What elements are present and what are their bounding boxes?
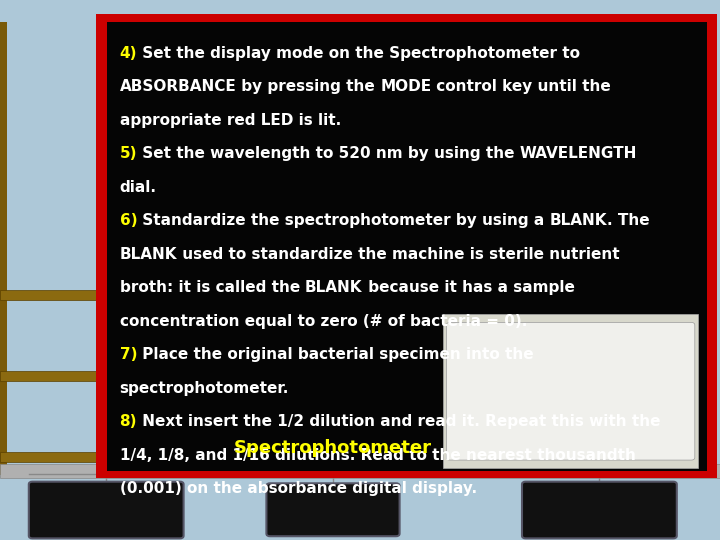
- Text: dial.: dial.: [120, 180, 156, 195]
- Text: BLANK: BLANK: [120, 247, 177, 262]
- FancyBboxPatch shape: [266, 483, 400, 536]
- Text: 6): 6): [120, 213, 137, 228]
- Text: Next insert the 1/2 dilution and read it. Repeat this with the: Next insert the 1/2 dilution and read it…: [137, 414, 660, 429]
- Text: 7): 7): [120, 347, 137, 362]
- Text: 8): 8): [120, 414, 137, 429]
- Bar: [443, 314, 698, 468]
- Text: Spectrophotometer: Spectrophotometer: [233, 439, 431, 457]
- Text: Set the display mode on the Spectrophotometer to: Set the display mode on the Spectrophoto…: [137, 46, 580, 61]
- Text: concentration equal to zero (# of bacteria = 0).: concentration equal to zero (# of bacter…: [120, 314, 527, 329]
- Text: because it has a sample: because it has a sample: [362, 280, 575, 295]
- Text: WAVELENGTH: WAVELENGTH: [520, 146, 637, 161]
- Text: Place the original bacterial specimen into the: Place the original bacterial specimen in…: [137, 347, 534, 362]
- Text: spectrophotometer.: spectrophotometer.: [120, 381, 289, 396]
- Text: MODE: MODE: [380, 79, 431, 94]
- FancyBboxPatch shape: [522, 482, 677, 538]
- Text: by pressing the: by pressing the: [236, 79, 380, 94]
- FancyBboxPatch shape: [29, 482, 184, 538]
- Bar: [96, 14, 717, 478]
- Text: BLANK: BLANK: [549, 213, 607, 228]
- Bar: [107, 22, 707, 471]
- Bar: [0, 464, 720, 478]
- Text: 5): 5): [120, 146, 137, 161]
- Bar: [0, 452, 107, 462]
- Text: 1/4, 1/8, and 1/16 dilutions. Read to the nearest thousandth: 1/4, 1/8, and 1/16 dilutions. Read to th…: [120, 448, 635, 463]
- Text: . The: . The: [607, 213, 649, 228]
- Text: used to standardize the machine is sterile nutrient: used to standardize the machine is steri…: [177, 247, 620, 262]
- Text: 4): 4): [120, 46, 137, 61]
- Text: ABSORBANCE: ABSORBANCE: [120, 79, 236, 94]
- Text: Set the wavelength to 520 nm by using the: Set the wavelength to 520 nm by using th…: [137, 146, 520, 161]
- Text: appropriate red LED is lit.: appropriate red LED is lit.: [120, 113, 341, 128]
- Text: Standardize the spectrophotometer by using a: Standardize the spectrophotometer by usi…: [137, 213, 549, 228]
- Text: BLANK: BLANK: [305, 280, 362, 295]
- Text: (0.001) on the absorbance digital display.: (0.001) on the absorbance digital displa…: [120, 481, 477, 496]
- Bar: [0, 371, 107, 381]
- Text: broth: it is called the: broth: it is called the: [120, 280, 305, 295]
- Text: control key until the: control key until the: [431, 79, 611, 94]
- FancyBboxPatch shape: [446, 322, 695, 460]
- Bar: [0, 290, 107, 300]
- Bar: [0, 22, 7, 475]
